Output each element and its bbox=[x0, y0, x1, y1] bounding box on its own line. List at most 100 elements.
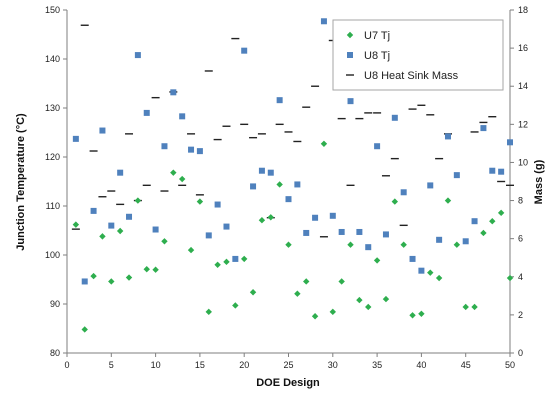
u8-tj-point bbox=[258, 167, 265, 174]
u8-tj-point bbox=[365, 244, 372, 251]
u7-tj-point bbox=[134, 197, 142, 204]
u7-tj-point bbox=[125, 274, 133, 281]
x-tick-label: 20 bbox=[239, 360, 249, 370]
u8-tj-point bbox=[489, 167, 496, 174]
y2-tick-label: 12 bbox=[518, 119, 528, 129]
u8-tj-point bbox=[188, 146, 195, 153]
u8-tj-point bbox=[374, 143, 381, 150]
u7-tj-point bbox=[489, 217, 496, 225]
u7-tj-point bbox=[205, 308, 212, 316]
u7-tj-point bbox=[480, 229, 487, 237]
u8-tj-point bbox=[427, 182, 434, 189]
u8-tj-point bbox=[108, 222, 115, 229]
u8-tj-point bbox=[117, 169, 124, 176]
u7-tj-point bbox=[99, 233, 106, 240]
u8-tj-point bbox=[205, 232, 212, 239]
x-tick-label: 5 bbox=[109, 360, 114, 370]
u7-tj-point bbox=[267, 214, 274, 221]
u8-tj-point bbox=[329, 212, 336, 219]
u7-tj-point bbox=[506, 274, 514, 282]
x-tick-label: 0 bbox=[64, 360, 69, 370]
legend-u7-tj-label: U7 Tj bbox=[364, 30, 390, 42]
y2-tick-label: 14 bbox=[518, 81, 528, 91]
legend-u8-tj-label: U8 Tj bbox=[364, 50, 390, 62]
u8-tj-point bbox=[179, 113, 186, 120]
x-axis: 0 5 10 15 20 25 30 35 40 45 50 bbox=[64, 353, 515, 370]
legend-u7-tj-marker bbox=[346, 31, 354, 39]
u8-tj-points bbox=[72, 18, 513, 285]
y-tick-label: 110 bbox=[46, 201, 60, 211]
u8-tj-point bbox=[462, 238, 469, 245]
u8-tj-point bbox=[338, 228, 345, 235]
u8-tj-point bbox=[347, 98, 354, 105]
u8-tj-point bbox=[471, 218, 478, 225]
u7-tj-point bbox=[329, 308, 336, 316]
y2-tick-label: 6 bbox=[518, 234, 523, 244]
u8-tj-point bbox=[480, 125, 487, 132]
u7-tj-point bbox=[294, 290, 301, 297]
y-tick-label: 80 bbox=[50, 348, 60, 358]
u7-tj-point bbox=[178, 175, 186, 183]
u7-tj-point bbox=[258, 217, 266, 224]
u8-tj-point bbox=[250, 183, 257, 190]
u7-tj-point bbox=[373, 257, 381, 264]
u7-tj-point bbox=[444, 197, 452, 204]
y2-tick-label: 10 bbox=[518, 157, 528, 167]
u8-tj-point bbox=[312, 214, 319, 221]
legend-box bbox=[332, 19, 504, 91]
y2-tick-label: 4 bbox=[518, 272, 523, 282]
u7-tj-point bbox=[418, 310, 425, 317]
u7-tj-point bbox=[347, 241, 354, 248]
legend-u8-tj-marker bbox=[347, 52, 353, 58]
y2-tick-label: 0 bbox=[518, 348, 523, 358]
y-axis-left: 80 90 100 110 120 130 140 150 bbox=[45, 5, 67, 358]
u7-tj-point bbox=[365, 303, 372, 311]
u7-tj-point bbox=[285, 241, 292, 248]
u8-tj-point bbox=[453, 172, 460, 179]
u8-tj-point bbox=[126, 213, 133, 220]
u8-tj-point bbox=[232, 255, 239, 262]
x-tick-label: 15 bbox=[195, 360, 205, 370]
x-tick-label: 50 bbox=[505, 360, 515, 370]
u7-tj-point bbox=[382, 295, 390, 303]
y-tick-label: 140 bbox=[45, 54, 60, 64]
y2-tick-label: 16 bbox=[518, 43, 528, 53]
u8-tj-point bbox=[507, 139, 513, 146]
u7-tj-point bbox=[116, 227, 124, 235]
u7-tj-point bbox=[90, 272, 97, 280]
x-tick-label: 25 bbox=[283, 360, 293, 370]
y2-tick-label: 18 bbox=[518, 5, 528, 15]
u8-tj-point bbox=[382, 231, 389, 238]
y-tick-label: 90 bbox=[50, 299, 60, 309]
u7-tj-point bbox=[72, 221, 80, 228]
u8-tj-point bbox=[90, 207, 97, 214]
u8-tj-point bbox=[72, 135, 79, 142]
u7-tj-point bbox=[161, 238, 168, 245]
u8-tj-point bbox=[444, 133, 451, 140]
u7-tj-point bbox=[320, 140, 328, 147]
u7-tj-point bbox=[338, 278, 345, 285]
y2-tick-label: 2 bbox=[518, 310, 523, 320]
u8-tj-point bbox=[161, 143, 168, 150]
u7-tj-point bbox=[170, 169, 177, 176]
u7-tj-point bbox=[81, 326, 88, 333]
x-tick-label: 45 bbox=[461, 360, 471, 370]
u7-tj-point bbox=[241, 255, 248, 263]
u7-tj-point bbox=[249, 289, 257, 296]
y-tick-label: 100 bbox=[45, 250, 60, 260]
u7-tj-point bbox=[453, 241, 461, 248]
u8-tj-point bbox=[143, 109, 150, 116]
u8-tj-point bbox=[241, 47, 248, 54]
u7-tj-point bbox=[409, 312, 416, 319]
u7-tj-points bbox=[72, 140, 514, 333]
u7-tj-point bbox=[187, 246, 195, 254]
u8-tj-point bbox=[391, 114, 398, 121]
u8-tj-point bbox=[152, 226, 159, 233]
y-axis-right: 0 2 4 6 8 10 12 14 16 18 bbox=[510, 5, 528, 358]
u7-tj-point bbox=[196, 198, 204, 205]
u7-tj-point bbox=[223, 258, 230, 266]
u8-tj-point bbox=[294, 181, 301, 188]
x-tick-label: 40 bbox=[416, 360, 426, 370]
u8-tj-point bbox=[99, 127, 106, 134]
